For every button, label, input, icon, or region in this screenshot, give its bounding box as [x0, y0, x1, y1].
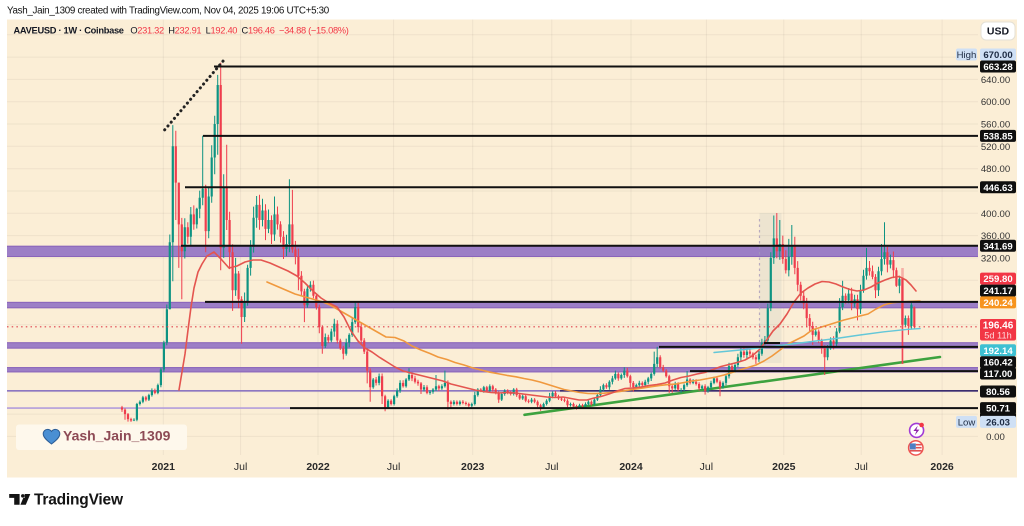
svg-text:160.42: 160.42	[983, 358, 1012, 369]
svg-text:446.63: 446.63	[983, 183, 1012, 194]
svg-text:480.00: 480.00	[981, 164, 1010, 175]
svg-text:117.00: 117.00	[984, 369, 1013, 380]
svg-text:640.00: 640.00	[981, 75, 1010, 86]
svg-text:341.69: 341.69	[983, 241, 1012, 252]
svg-text:2023: 2023	[461, 461, 485, 473]
svg-text:259.80: 259.80	[983, 274, 1012, 285]
svg-text:0.00: 0.00	[986, 432, 1005, 443]
svg-text:670.00: 670.00	[983, 50, 1012, 61]
svg-text:Yash_Jain_1309: Yash_Jain_1309	[63, 428, 171, 444]
svg-text:2026: 2026	[930, 461, 954, 473]
svg-text:Jul: Jul	[854, 461, 867, 473]
svg-text:TradingView: TradingView	[34, 492, 124, 509]
svg-text:400.00: 400.00	[981, 209, 1010, 220]
svg-text:Jul: Jul	[700, 461, 713, 473]
svg-text:26.03: 26.03	[986, 417, 1010, 428]
svg-text:600.00: 600.00	[981, 97, 1010, 108]
svg-text:538.85: 538.85	[983, 131, 1013, 142]
svg-text:560.00: 560.00	[981, 120, 1010, 131]
svg-text:50.71: 50.71	[986, 404, 1011, 415]
svg-text:320.00: 320.00	[981, 253, 1010, 264]
svg-text:Jul: Jul	[545, 461, 558, 473]
svg-text:2025: 2025	[772, 461, 796, 473]
svg-text:2024: 2024	[619, 461, 643, 473]
svg-text:2021: 2021	[152, 461, 176, 473]
svg-text:High: High	[957, 50, 977, 61]
svg-text:2022: 2022	[306, 461, 330, 473]
svg-text:USD: USD	[987, 26, 1010, 38]
svg-text:240.24: 240.24	[983, 298, 1013, 309]
svg-text:AAVEUSD · 1W · Coinbase O231.: AAVEUSD · 1W · Coinbase O231.32 H232.91 …	[14, 26, 349, 36]
svg-text:241.17: 241.17	[983, 286, 1012, 297]
svg-text:360.00: 360.00	[981, 231, 1010, 242]
svg-text:5d 11h: 5d 11h	[984, 331, 1011, 341]
svg-text:192.14: 192.14	[983, 346, 1013, 357]
svg-text:663.28: 663.28	[983, 62, 1013, 73]
svg-text:Jul: Jul	[387, 461, 400, 473]
svg-text:80.56: 80.56	[986, 387, 1010, 398]
svg-text:520.00: 520.00	[981, 142, 1010, 153]
svg-text:Yash_Jain_1309 created with Tr: Yash_Jain_1309 created with TradingView.…	[7, 6, 330, 17]
svg-text:Low: Low	[958, 417, 976, 428]
svg-text:196.46: 196.46	[983, 321, 1014, 332]
svg-text:Jul: Jul	[234, 461, 247, 473]
